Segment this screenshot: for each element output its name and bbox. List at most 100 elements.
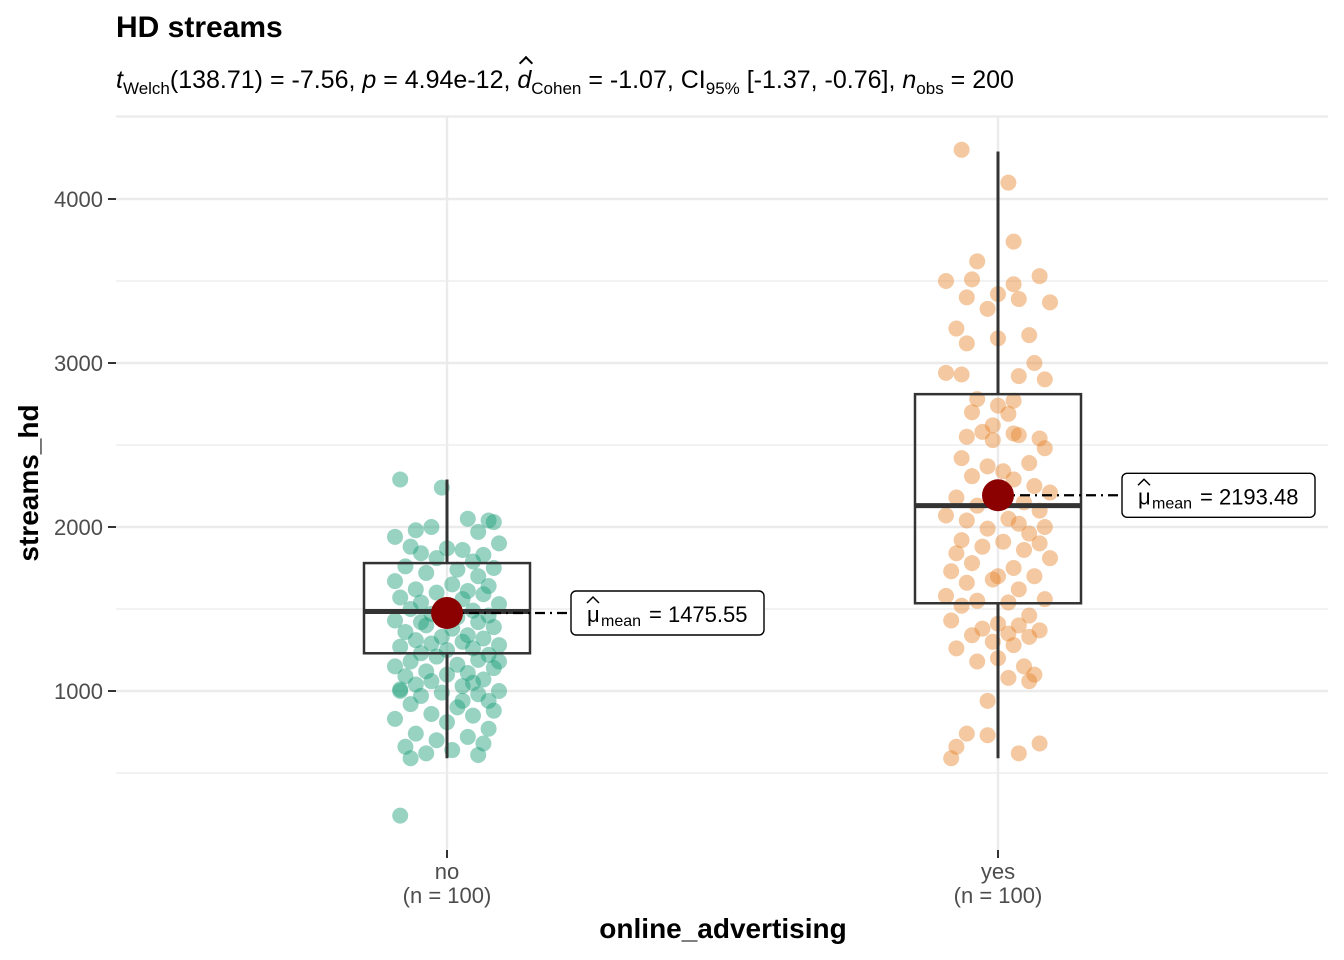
data-point-no bbox=[387, 658, 403, 675]
data-point-no bbox=[491, 637, 507, 654]
mean-subscript-no: mean bbox=[601, 613, 641, 630]
t-symbol: t bbox=[116, 66, 123, 94]
y-tick-label: 4000 bbox=[54, 187, 103, 212]
data-point-no bbox=[459, 510, 476, 527]
data-point-yes bbox=[1021, 607, 1038, 624]
data-point-no bbox=[413, 545, 429, 562]
data-point-no bbox=[480, 646, 497, 663]
data-point-no bbox=[444, 576, 461, 593]
data-point-yes bbox=[1026, 568, 1043, 585]
data-point-yes bbox=[979, 692, 996, 709]
data-point-yes bbox=[948, 738, 965, 755]
data-point-yes bbox=[1042, 484, 1058, 501]
data-point-yes bbox=[1005, 471, 1022, 488]
data-point-yes bbox=[1031, 535, 1048, 552]
data-point-no bbox=[407, 581, 424, 598]
x-axis-title: online_advertising bbox=[599, 913, 846, 944]
data-point-no bbox=[423, 519, 440, 535]
data-point-no bbox=[413, 614, 429, 631]
data-point-yes bbox=[1042, 550, 1058, 567]
data-point-no bbox=[491, 683, 507, 699]
chart-subtitle: tWelch(138.71) = -7.56, p = 4.94e-12, dC… bbox=[116, 62, 1014, 98]
data-point-no bbox=[392, 683, 409, 699]
data-point-no bbox=[491, 535, 507, 552]
data-point-no bbox=[459, 664, 476, 681]
data-point-no bbox=[423, 635, 440, 652]
mean-hat-icon-no bbox=[586, 595, 600, 604]
effect-size: = -1.07, CI bbox=[581, 66, 706, 94]
data-point-yes bbox=[958, 289, 975, 306]
data-point-no bbox=[470, 686, 487, 703]
data-point-no bbox=[423, 673, 440, 690]
confidence-interval: [-1.37, -0.76], bbox=[739, 66, 903, 94]
data-point-no bbox=[485, 660, 502, 677]
data-point-yes bbox=[979, 727, 996, 744]
data-point-yes bbox=[953, 532, 970, 549]
data-point-no bbox=[470, 523, 487, 540]
mean-layer: μ mean = 1475.55μ mean = 2193.48 bbox=[431, 472, 1316, 636]
mean-hat-icon-yes bbox=[1137, 478, 1151, 486]
mean-value-yes: = 2193.48 bbox=[1200, 484, 1298, 509]
data-point-no bbox=[387, 612, 403, 629]
data-point-yes bbox=[1005, 392, 1022, 409]
data-point-yes bbox=[984, 571, 1001, 588]
data-point-no bbox=[413, 594, 429, 611]
data-point-no bbox=[485, 702, 502, 719]
data-point-yes bbox=[1021, 455, 1038, 472]
data-point-yes bbox=[1005, 637, 1022, 654]
data-point-yes bbox=[969, 592, 986, 609]
data-point-yes bbox=[1000, 669, 1017, 686]
mean-point-yes bbox=[982, 479, 1014, 512]
mean-mu-symbol-yes: μ bbox=[1138, 484, 1151, 509]
data-point-yes bbox=[938, 587, 954, 604]
data-point-no bbox=[392, 589, 409, 606]
mean-label-box-no bbox=[570, 590, 765, 636]
data-point-yes bbox=[979, 300, 996, 317]
data-point-yes bbox=[938, 273, 954, 289]
data-point-yes bbox=[953, 597, 970, 614]
data-point-yes bbox=[984, 417, 1001, 434]
data-point-no bbox=[465, 707, 481, 724]
data-point-no bbox=[402, 538, 419, 555]
data-point-no bbox=[392, 638, 409, 655]
data-point-yes bbox=[1010, 515, 1027, 532]
data-point-yes bbox=[1021, 673, 1038, 690]
data-point-yes bbox=[1016, 658, 1032, 675]
data-point-yes bbox=[948, 640, 965, 657]
data-point-yes bbox=[958, 512, 975, 529]
data-point-no bbox=[428, 732, 445, 749]
mean-value-no: = 1475.55 bbox=[649, 602, 747, 627]
data-point-yes bbox=[1042, 294, 1058, 311]
data-point-yes bbox=[964, 555, 980, 572]
data-point-yes bbox=[974, 620, 991, 637]
data-point-yes bbox=[974, 538, 991, 555]
data-point-yes bbox=[1010, 368, 1027, 385]
data-point-yes bbox=[1036, 371, 1053, 388]
data-point-yes bbox=[958, 725, 975, 742]
data-point-yes bbox=[964, 627, 980, 644]
data-point-yes bbox=[938, 364, 954, 381]
data-point-yes bbox=[1000, 510, 1017, 527]
data-point-no bbox=[428, 648, 445, 665]
y-tick-label: 3000 bbox=[54, 351, 103, 376]
d-symbol: d bbox=[517, 62, 531, 98]
data-point-no bbox=[459, 627, 476, 644]
data-point-no bbox=[475, 735, 492, 752]
data-point-no bbox=[485, 619, 502, 636]
data-point-yes bbox=[1021, 525, 1038, 542]
data-point-no bbox=[475, 630, 492, 647]
data-point-yes bbox=[948, 545, 965, 562]
data-point-no bbox=[387, 710, 403, 727]
y-tick-label: 2000 bbox=[54, 515, 103, 540]
data-point-yes bbox=[1016, 541, 1032, 558]
data-point-yes bbox=[953, 450, 970, 467]
mean-mu-symbol-no: μ bbox=[587, 602, 600, 627]
data-point-no bbox=[465, 674, 481, 691]
data-point-no bbox=[407, 522, 424, 539]
data-point-no bbox=[402, 750, 419, 767]
t-subscript: Welch bbox=[122, 79, 170, 98]
y-axis-title: streams_hd bbox=[13, 404, 44, 561]
